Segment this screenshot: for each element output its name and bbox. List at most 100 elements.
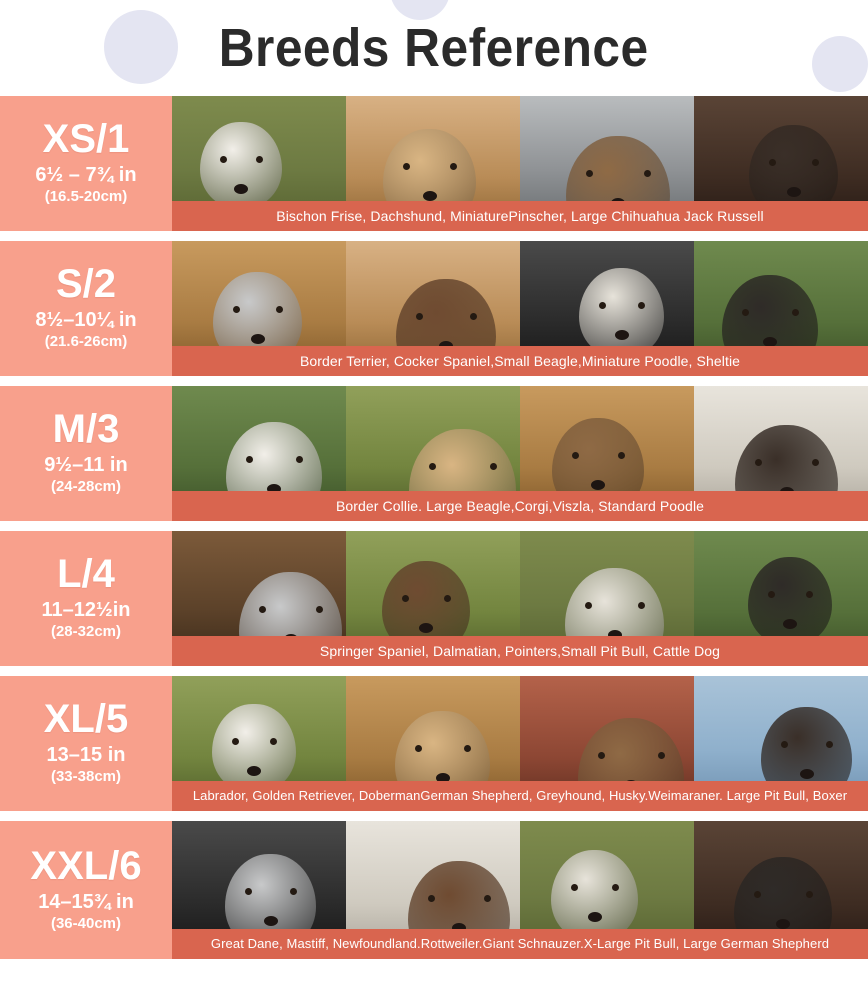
dog-eye-left bbox=[571, 884, 578, 891]
dog-eye-right bbox=[658, 752, 665, 759]
dog-eye-left bbox=[572, 452, 579, 459]
decorative-circle-right bbox=[812, 36, 868, 92]
dog-nose bbox=[452, 923, 466, 933]
dog-nose bbox=[763, 337, 777, 347]
dog-eye-left bbox=[428, 895, 435, 902]
dog-nose bbox=[419, 623, 433, 633]
size-cm-label: (28-32cm) bbox=[50, 623, 122, 640]
dog-nose bbox=[786, 187, 801, 197]
dog-eye-left bbox=[599, 302, 606, 309]
dog-nose bbox=[591, 480, 605, 490]
dog-nose bbox=[234, 184, 248, 194]
dog-eye-left bbox=[403, 163, 410, 170]
size-row: XL/5 13–15 in (33-38cm) Labrador, Golden Re… bbox=[0, 676, 868, 811]
size-panel: XXL/6 14–15¾ in (36-40cm) bbox=[0, 821, 172, 959]
dog-eye-left bbox=[429, 463, 436, 470]
size-inches-label: 9½–11 in bbox=[44, 454, 128, 476]
breed-caption: Border Terrier, Cocker Spaniel,Small Bea… bbox=[172, 346, 868, 376]
poster-header: Breeds Reference bbox=[0, 0, 868, 96]
dog-eye-right bbox=[792, 309, 799, 316]
decorative-circle-middle bbox=[390, 0, 450, 20]
dog-nose bbox=[267, 484, 281, 494]
dog-eye-right bbox=[638, 302, 645, 309]
size-inches-label: 13–15 in bbox=[46, 744, 126, 766]
dog-eye-right bbox=[276, 306, 283, 313]
dog-eye-right bbox=[812, 459, 819, 466]
size-rows-list: XS/1 6½ – 7¾ in (16.5-20cm) Bischon Frise, … bbox=[0, 96, 868, 959]
breed-photo-strip: Great Dane, Mastiff, Newfoundland.Rottwe… bbox=[172, 821, 868, 959]
dog-eye-right bbox=[256, 156, 263, 163]
breed-caption: Bischon Frise, Dachshund, MiniaturePinsc… bbox=[172, 201, 868, 231]
dog-eye-left bbox=[781, 741, 788, 748]
dog-eye-left bbox=[598, 752, 605, 759]
size-code-label: XXL/6 bbox=[30, 843, 142, 888]
dog-head-shape bbox=[551, 850, 638, 942]
dog-eye-left bbox=[402, 595, 409, 602]
dog-eye-left bbox=[585, 602, 592, 609]
breed-caption: Labrador, Golden Retriever, DobermanGerm… bbox=[172, 781, 868, 811]
dog-nose bbox=[247, 766, 261, 776]
breed-photo-strip: Border Collie. Large Beagle,Corgi,Viszla… bbox=[172, 386, 868, 521]
dog-eye-left bbox=[246, 456, 253, 463]
breed-photo-strip: Bischon Frise, Dachshund, MiniaturePinsc… bbox=[172, 96, 868, 231]
breed-caption: Great Dane, Mastiff, Newfoundland.Rottwe… bbox=[172, 929, 868, 959]
size-inches-label: 6½ – 7¾ in bbox=[35, 164, 137, 186]
dog-eye-left bbox=[232, 738, 239, 745]
dog-eye-right bbox=[490, 463, 497, 470]
size-cm-label: (21.6-26cm) bbox=[44, 333, 128, 350]
dog-eye-left bbox=[233, 306, 240, 313]
dog-eye-right bbox=[450, 163, 457, 170]
dog-eye-right bbox=[806, 591, 813, 598]
dog-eye-left bbox=[742, 309, 749, 316]
dog-eye-left bbox=[754, 891, 761, 898]
dog-head-shape bbox=[200, 122, 282, 209]
dog-nose bbox=[435, 773, 450, 783]
dog-eye-right bbox=[484, 895, 491, 902]
size-row: S/2 8½–10¼ in (21.6-26cm) Border Terrier, C… bbox=[0, 241, 868, 376]
dog-head-shape bbox=[748, 557, 832, 646]
size-row: L/4 11–12½in (28-32cm) Springer Spaniel, Da… bbox=[0, 531, 868, 666]
dog-eye-left bbox=[416, 313, 423, 320]
breed-photo-strip: Labrador, Golden Retriever, DobermanGerm… bbox=[172, 676, 868, 811]
size-code-label: XL/5 bbox=[43, 697, 129, 741]
dog-eye-left bbox=[220, 156, 227, 163]
dog-head-shape bbox=[579, 268, 664, 358]
size-cm-label: (33-38cm) bbox=[50, 768, 122, 785]
breed-photo-strip: Springer Spaniel, Dalmatian, Pointers,Sm… bbox=[172, 531, 868, 666]
dog-nose bbox=[783, 619, 797, 629]
size-cm-label: (16.5-20cm) bbox=[44, 188, 128, 205]
dog-eye-right bbox=[638, 602, 645, 609]
size-inches-label: 14–15¾ in bbox=[38, 890, 134, 913]
size-panel: XS/1 6½ – 7¾ in (16.5-20cm) bbox=[0, 96, 172, 231]
dog-nose bbox=[776, 919, 790, 929]
decorative-circle-left bbox=[104, 10, 178, 84]
breed-caption: Border Collie. Large Beagle,Corgi,Viszla… bbox=[172, 491, 868, 521]
dog-eye-right bbox=[270, 738, 277, 745]
dog-head-shape bbox=[212, 704, 296, 793]
dog-eye-left bbox=[768, 591, 775, 598]
dog-eye-right bbox=[316, 606, 323, 613]
dog-eye-left bbox=[755, 459, 762, 466]
dog-eye-left bbox=[769, 159, 776, 166]
dog-nose bbox=[422, 191, 437, 201]
breed-photo-strip: Border Terrier, Cocker Spaniel,Small Bea… bbox=[172, 241, 868, 376]
breed-caption: Springer Spaniel, Dalmatian, Pointers,Sm… bbox=[172, 636, 868, 666]
size-row: M/3 9½–11 in (24-28cm) Border Collie. Large… bbox=[0, 386, 868, 521]
dog-eye-right bbox=[644, 170, 651, 177]
dog-nose bbox=[607, 630, 622, 640]
dog-nose bbox=[799, 769, 814, 779]
size-cm-label: (24-28cm) bbox=[50, 478, 122, 495]
dog-eye-right bbox=[812, 159, 819, 166]
dog-eye-left bbox=[259, 606, 266, 613]
dog-eye-left bbox=[415, 745, 422, 752]
dog-eye-right bbox=[612, 884, 619, 891]
size-panel: XL/5 13–15 in (33-38cm) bbox=[0, 676, 172, 811]
size-row: XS/1 6½ – 7¾ in (16.5-20cm) Bischon Frise, … bbox=[0, 96, 868, 231]
size-code-label: S/2 bbox=[55, 262, 117, 306]
size-panel: M/3 9½–11 in (24-28cm) bbox=[0, 386, 172, 521]
dog-eye-right bbox=[470, 313, 477, 320]
size-inches-label: 11–12½in bbox=[41, 599, 131, 621]
dog-eye-right bbox=[290, 888, 297, 895]
dog-eye-right bbox=[618, 452, 625, 459]
